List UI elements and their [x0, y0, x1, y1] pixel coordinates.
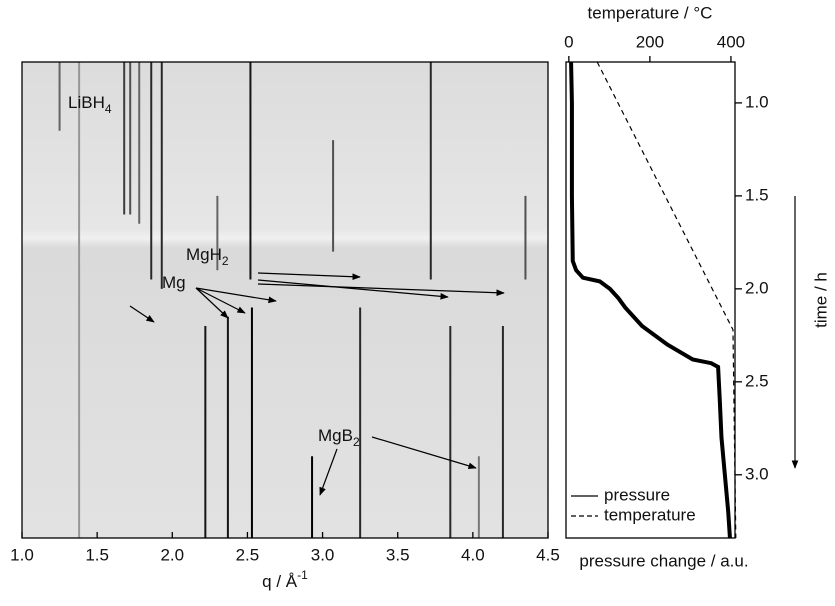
annotation: Mg — [162, 273, 186, 292]
y-tick-label: 1.0 — [745, 92, 769, 111]
side-frame — [565, 61, 736, 539]
annotation-main: MgB — [318, 426, 353, 445]
annotation: LiBH4 — [68, 93, 112, 116]
x-tick-label: 3.0 — [311, 545, 335, 564]
annotation-main: Mg — [162, 273, 186, 292]
y-tick-label: 2.0 — [745, 278, 769, 297]
y-tick-label: 3.0 — [745, 464, 769, 483]
y-tick-label: 2.5 — [745, 371, 769, 390]
annotation-sub: 2 — [222, 254, 229, 268]
legend-label: pressure — [604, 485, 670, 504]
x-tick-label: 3.5 — [386, 545, 410, 564]
x-axis-label-sup: -1 — [297, 568, 308, 582]
top-tick-label: 200 — [636, 32, 664, 51]
annotation-arrows — [129, 272, 505, 496]
series-line — [596, 61, 737, 539]
x-axis-label: q / Å-1 — [262, 568, 308, 591]
annotation-sub: 2 — [353, 435, 360, 449]
x-axis-label-main: q / Å — [262, 572, 298, 591]
y-tick-label: 1.5 — [745, 185, 769, 204]
top-tick-label: 0 — [564, 32, 573, 51]
x-tick-label: 2.5 — [236, 545, 260, 564]
y-axis-label: time / h — [811, 272, 830, 328]
x-tick-label: 2.0 — [160, 545, 184, 564]
x-tick-label: 4.0 — [461, 545, 485, 564]
x-axis-label: pressure change / a.u. — [579, 551, 748, 570]
x-tick-label: 1.5 — [85, 545, 109, 564]
legend-label: temperature — [604, 505, 696, 524]
plot-frame — [21, 61, 549, 539]
x-tick-label: 4.5 — [536, 545, 560, 564]
annotation: MgB2 — [318, 426, 360, 449]
heatmap-background — [22, 62, 548, 538]
series-line — [569, 61, 732, 539]
annotation-main: MgH — [186, 245, 222, 264]
annotation-sub: 4 — [105, 102, 112, 116]
annotation: MgH2 — [186, 245, 229, 268]
annotation-main: LiBH — [68, 93, 105, 112]
x-tick-label: 1.0 — [10, 545, 34, 564]
top-axis-label: temperature / °C — [588, 3, 713, 22]
top-tick-label: 400 — [717, 32, 745, 51]
